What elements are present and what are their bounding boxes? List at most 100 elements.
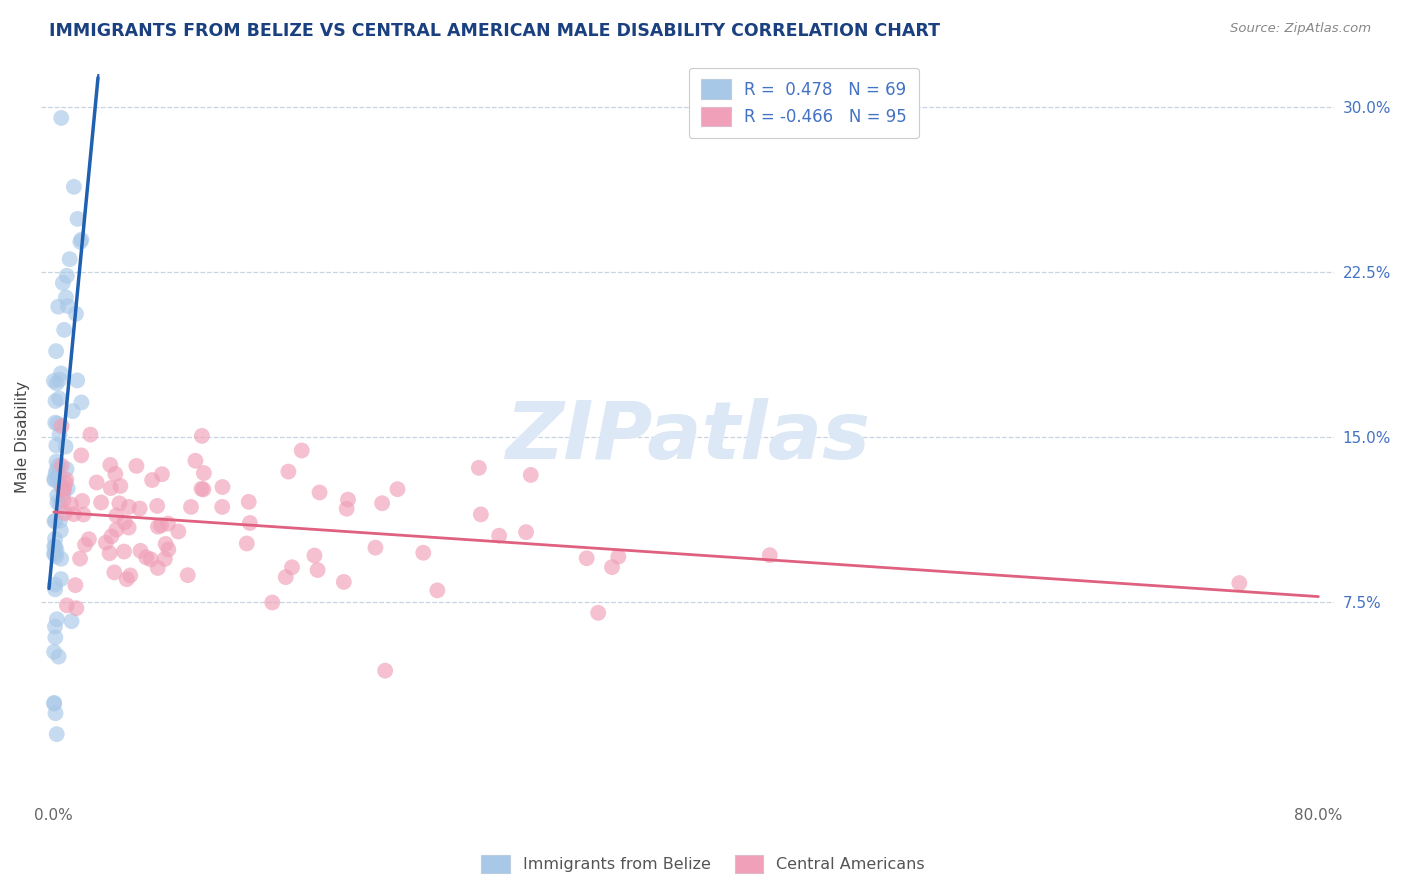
Point	[153, 552, 176, 566]
Point	[62, 404, 84, 418]
Point	[115, 572, 138, 586]
Point	[44, 547, 66, 561]
Text: IMMIGRANTS FROM BELIZE VS CENTRAL AMERICAN MALE DISABILITY CORRELATION CHART: IMMIGRANTS FROM BELIZE VS CENTRAL AMERIC…	[49, 22, 941, 40]
Point	[488, 529, 510, 543]
Point	[191, 429, 214, 443]
Point	[48, 427, 70, 442]
Point	[177, 568, 200, 582]
Point	[364, 541, 387, 555]
Point	[44, 706, 66, 721]
Point	[277, 465, 299, 479]
Point	[129, 544, 152, 558]
Point	[53, 323, 76, 337]
Point	[59, 252, 82, 267]
Point	[45, 612, 67, 626]
Point	[515, 525, 537, 540]
Point	[100, 529, 122, 543]
Point	[48, 649, 70, 664]
Point	[65, 578, 87, 592]
Point	[190, 482, 212, 496]
Point	[48, 373, 70, 387]
Point	[412, 546, 434, 560]
Point	[45, 438, 67, 452]
Point	[98, 546, 121, 560]
Point	[49, 514, 72, 528]
Point	[426, 583, 449, 598]
Point	[45, 463, 67, 477]
Point	[42, 374, 65, 388]
Point	[125, 458, 148, 473]
Point	[238, 495, 260, 509]
Point	[94, 535, 117, 549]
Point	[110, 479, 132, 493]
Point	[42, 645, 65, 659]
Point	[193, 466, 215, 480]
Point	[44, 416, 66, 430]
Point	[49, 479, 72, 493]
Point	[98, 458, 121, 472]
Point	[141, 473, 163, 487]
Point	[100, 481, 122, 495]
Point	[105, 508, 128, 523]
Point	[49, 552, 72, 566]
Point	[45, 454, 67, 468]
Point	[108, 496, 131, 510]
Point	[79, 427, 101, 442]
Point	[70, 449, 93, 463]
Point	[44, 539, 66, 553]
Point	[262, 595, 284, 609]
Point	[239, 516, 262, 530]
Point	[387, 482, 409, 496]
Point	[150, 467, 173, 482]
Point	[44, 619, 66, 633]
Point	[468, 460, 491, 475]
Point	[337, 492, 360, 507]
Point	[44, 514, 66, 528]
Point	[48, 392, 70, 406]
Point	[44, 582, 66, 597]
Point	[118, 500, 141, 514]
Point	[46, 300, 69, 314]
Point	[45, 467, 67, 481]
Point	[46, 458, 69, 473]
Point	[586, 606, 609, 620]
Point	[336, 501, 359, 516]
Point	[156, 516, 179, 531]
Point	[44, 532, 66, 546]
Point	[42, 547, 65, 561]
Point	[281, 560, 304, 574]
Point	[51, 458, 73, 473]
Point	[65, 601, 87, 615]
Point	[114, 515, 136, 529]
Point	[308, 485, 330, 500]
Point	[291, 443, 314, 458]
Point	[304, 549, 326, 563]
Point	[45, 376, 67, 391]
Point	[45, 344, 67, 359]
Point	[155, 537, 177, 551]
Point	[52, 482, 75, 496]
Point	[44, 514, 66, 528]
Point	[333, 574, 356, 589]
Text: Source: ZipAtlas.com: Source: ZipAtlas.com	[1230, 22, 1371, 36]
Point	[60, 614, 83, 628]
Point	[180, 500, 202, 514]
Point	[167, 524, 190, 539]
Point	[51, 111, 73, 125]
Point	[77, 532, 100, 546]
Point	[44, 696, 66, 710]
Point	[184, 454, 207, 468]
Point	[56, 599, 79, 613]
Point	[146, 561, 169, 575]
Point	[44, 697, 66, 711]
Point	[55, 475, 77, 490]
Point	[1227, 576, 1250, 591]
Point	[46, 473, 69, 487]
Text: ZIPatlas: ZIPatlas	[505, 398, 870, 476]
Point	[120, 568, 142, 582]
Point	[104, 467, 127, 481]
Point	[46, 495, 69, 509]
Point	[575, 551, 598, 566]
Point	[55, 440, 77, 454]
Point	[371, 496, 394, 510]
